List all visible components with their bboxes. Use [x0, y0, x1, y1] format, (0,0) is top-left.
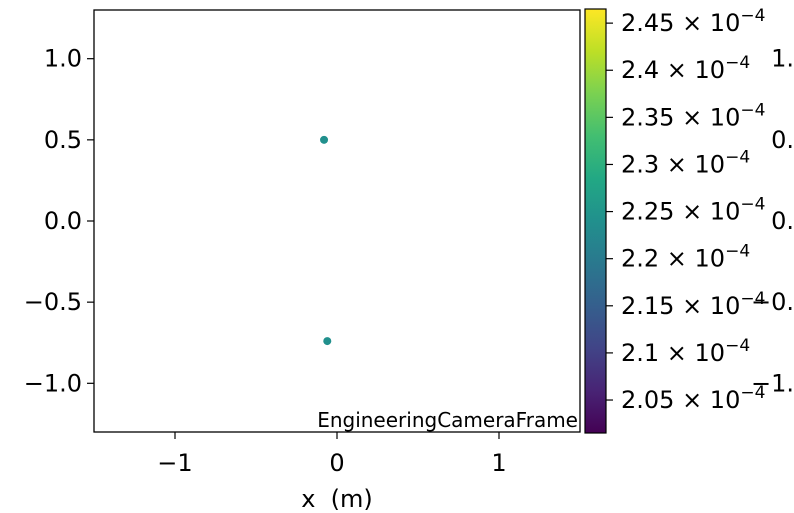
scatter-point [323, 337, 332, 346]
x-tick-label: 1 [491, 449, 506, 477]
colorbar-tick-label: 2.45 × 10−4 [621, 6, 765, 37]
clipped-axis-label: 0. [771, 126, 794, 154]
y-tick-label: 0.5 [44, 126, 82, 154]
colorbar-tick-label: 2.4 × 10−4 [621, 53, 750, 84]
clipped-secondary-axis-labels: 1. 0. 0. −0. −1. [751, 45, 794, 398]
y-tick-label: −1.0 [24, 369, 82, 397]
colorbar-ticks: 2.45 × 10−4 2.4 × 10−4 2.35 × 10−4 2.3 × 10… [606, 6, 765, 414]
x-tick-label: 0 [329, 449, 344, 477]
x-axis-ticks: −1 0 1 [157, 432, 507, 477]
scatter-point [320, 135, 329, 144]
colorbar [584, 8, 607, 434]
colorbar-tick-label: 2.2 × 10−4 [621, 242, 750, 273]
y-tick-label: 1.0 [44, 45, 82, 73]
clipped-axis-label: 1. [771, 45, 794, 73]
clipped-axis-label: −0. [751, 288, 794, 316]
y-axis-ticks: 1.0 0.5 0.0 −0.5 −1.0 [24, 45, 94, 397]
colorbar-tick-label: 2.1 × 10−4 [621, 336, 750, 367]
y-tick-label: 0.0 [44, 207, 82, 235]
colorbar-tick-label: 2.15 × 10−4 [621, 289, 765, 320]
clipped-axis-label: −1. [751, 369, 794, 397]
scatter-points [320, 135, 332, 346]
colorbar-tick-label: 2.05 × 10−4 [621, 383, 765, 414]
x-tick-label: −1 [157, 449, 192, 477]
x-axis-label: x (m) [301, 485, 373, 513]
colorbar-tick-label: 2.3 × 10−4 [621, 147, 750, 178]
clipped-axis-label: 0. [771, 207, 794, 235]
colorbar-tick-label: 2.35 × 10−4 [621, 100, 765, 131]
plot-annotation: EngineeringCameraFrame [317, 408, 578, 432]
y-tick-label: −0.5 [24, 288, 82, 316]
plot-area [93, 9, 581, 433]
colorbar-tick-label: 2.25 × 10−4 [621, 195, 765, 226]
